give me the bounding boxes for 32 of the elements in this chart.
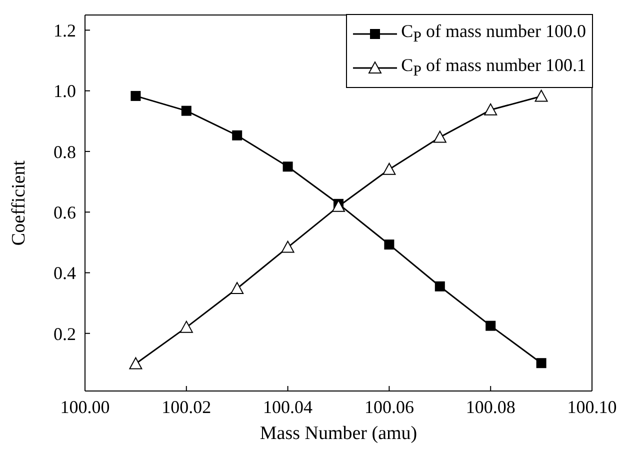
y-axis-title: Coefficient xyxy=(8,160,30,246)
point xyxy=(180,320,193,333)
y-tick-label: 1.0 xyxy=(54,81,76,102)
x-tick-label: 100.00 xyxy=(60,396,110,417)
point xyxy=(130,90,141,101)
point xyxy=(129,357,142,370)
y-tick-label: 0.2 xyxy=(54,324,76,344)
x-tick-label: 100.10 xyxy=(567,396,617,417)
point xyxy=(382,162,396,175)
point xyxy=(433,130,446,143)
point xyxy=(282,162,293,172)
point xyxy=(534,90,548,102)
y-tick-label: 0.8 xyxy=(54,142,76,162)
legend-label: C$_{P}$ of mass number 100.0 xyxy=(401,21,586,47)
point xyxy=(434,281,445,292)
x-tick-label: 100.08 xyxy=(466,396,516,417)
x-tick-label: 100.02 xyxy=(162,396,212,417)
point xyxy=(181,106,192,116)
y-tick-label: 0.6 xyxy=(54,202,76,222)
point xyxy=(486,320,496,331)
y-tick-label: 0.4 xyxy=(54,263,76,284)
x-tick-label: 100.06 xyxy=(364,396,414,417)
legend-label: C$_{P}$ of mass number 100.1 xyxy=(401,55,586,81)
point xyxy=(230,282,244,294)
point xyxy=(484,103,498,116)
x-axis-title: Mass Number (amu) xyxy=(260,423,418,444)
x-tick-label: 100.04 xyxy=(263,396,313,417)
point xyxy=(281,240,294,253)
point xyxy=(536,358,546,368)
point xyxy=(232,130,242,140)
y-tick-label: 1.2 xyxy=(54,20,76,41)
point xyxy=(384,240,394,250)
